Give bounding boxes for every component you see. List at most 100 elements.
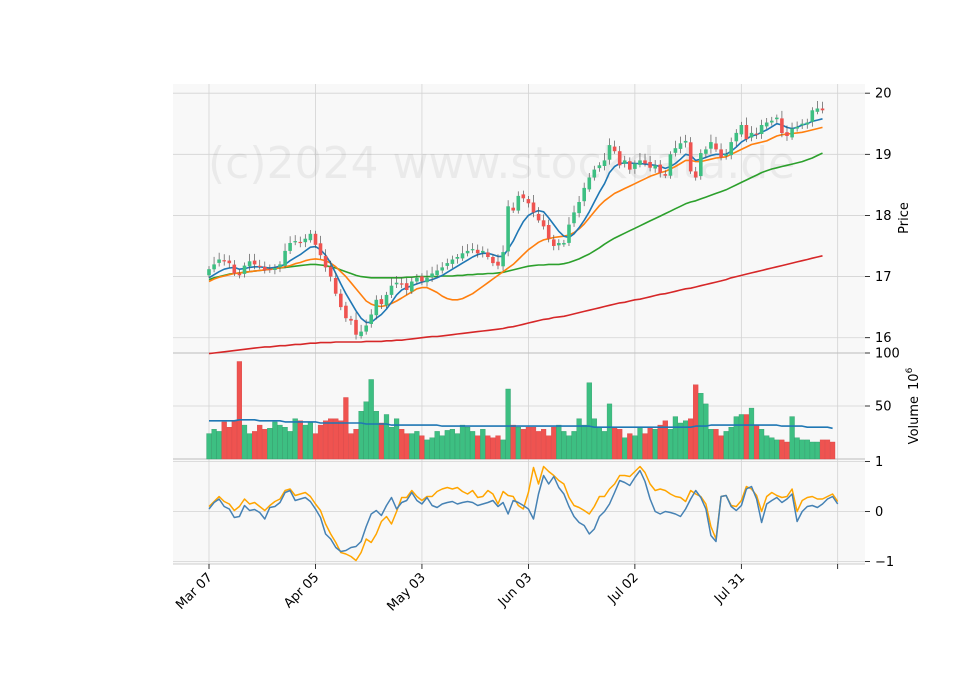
candle-body [754,133,759,135]
price-y-tick-label: 20 [875,87,892,102]
volume-bar [774,439,780,460]
candle-body [394,282,399,285]
ma-long-line [208,152,823,281]
candle-body [617,151,622,166]
candle-body [663,174,668,176]
candle-body [465,250,470,254]
candle-body [506,206,510,252]
candle-body [328,266,333,277]
candle-body [790,128,794,138]
candle-body [227,260,232,264]
price-y-tick-label: 19 [875,148,892,163]
candle-body [546,225,551,239]
oscillator-y-tick-label: 1 [875,455,883,470]
volume-bar [292,418,298,460]
volume-bar [606,403,613,460]
volume-bar [617,429,623,460]
candle-body [511,207,515,211]
volume-bar [748,407,755,460]
volume-bar [718,435,724,460]
oscillator-line-a [208,469,839,553]
volume-bar [302,424,308,460]
candle-body [820,108,825,111]
volume-bar [586,382,592,460]
volume-bar [429,437,435,460]
volume-bar [454,433,461,460]
candle-body [795,126,799,129]
candle-body [273,268,277,270]
candle-body [810,110,815,122]
candle-body [622,160,627,164]
candle-body [633,163,637,169]
volume-bar [424,439,430,460]
candle-body [683,140,688,143]
oscillator-lines [208,465,839,562]
volume-bar [530,427,537,460]
volume-bar [358,411,364,460]
volume-bar [257,424,263,460]
volume-bar [307,421,314,460]
volume-bar [323,420,329,460]
x-tick-label: Jul 31 [711,570,748,607]
candle-body [638,160,642,165]
volume-bar [515,427,521,460]
volume-bar [287,431,293,460]
volume-bar [632,435,638,460]
volume-bar [779,439,785,460]
candle-body [739,125,744,135]
candle-body [658,164,662,173]
volume-bar [490,437,496,460]
candle-body [207,269,211,276]
candle-body [475,249,480,254]
volume-bar [713,429,719,460]
volume-bar [794,437,800,460]
candle-body [607,145,612,160]
candle-body [313,233,318,245]
x-tick-label: Jun 03 [495,570,535,610]
volume-bar [561,431,567,460]
volume-bar [571,431,577,460]
volume-bar [525,427,532,460]
candle-body [531,202,536,213]
candle-body [770,120,774,123]
candle-body [552,239,556,246]
candle-body [628,161,632,170]
volume-bar [819,439,826,460]
volume-bar [343,397,349,460]
volume-bar [601,431,608,460]
candle-body [283,250,287,266]
candle-body [577,202,581,214]
candle-body [263,266,267,271]
volume-bar [738,414,745,460]
volume-bar [809,441,815,460]
volume-bar [612,427,618,460]
candle-body [699,153,703,177]
volume-y-tick-label: 50 [875,400,892,415]
candle-body [815,108,820,112]
candle-body [780,118,784,133]
volume-bar [581,424,587,460]
volume-bar [642,433,648,460]
volume-bar [789,416,795,460]
candle-body [308,233,313,241]
volume-bar [444,430,450,460]
volume-axis-label-exp: 6 [905,367,915,373]
volume-bar [703,403,709,460]
volume-bar [672,416,679,460]
watermark: (c)2024 www.stockdata.de [208,138,795,189]
candle-body [668,154,673,176]
volume-bar [404,433,410,460]
candle-body [724,154,728,156]
candle-body [359,331,363,337]
candle-body [526,199,531,204]
volume-bar [465,427,471,460]
volume-bar [399,429,405,460]
volume-bar [378,422,385,460]
volume-bar [383,414,390,460]
candle-body [764,122,769,127]
candle-body [435,270,439,275]
candle-body [557,243,561,246]
candle-body [704,149,708,154]
candle-body [729,142,733,156]
x-tick-label: Jul 02 [605,570,642,607]
